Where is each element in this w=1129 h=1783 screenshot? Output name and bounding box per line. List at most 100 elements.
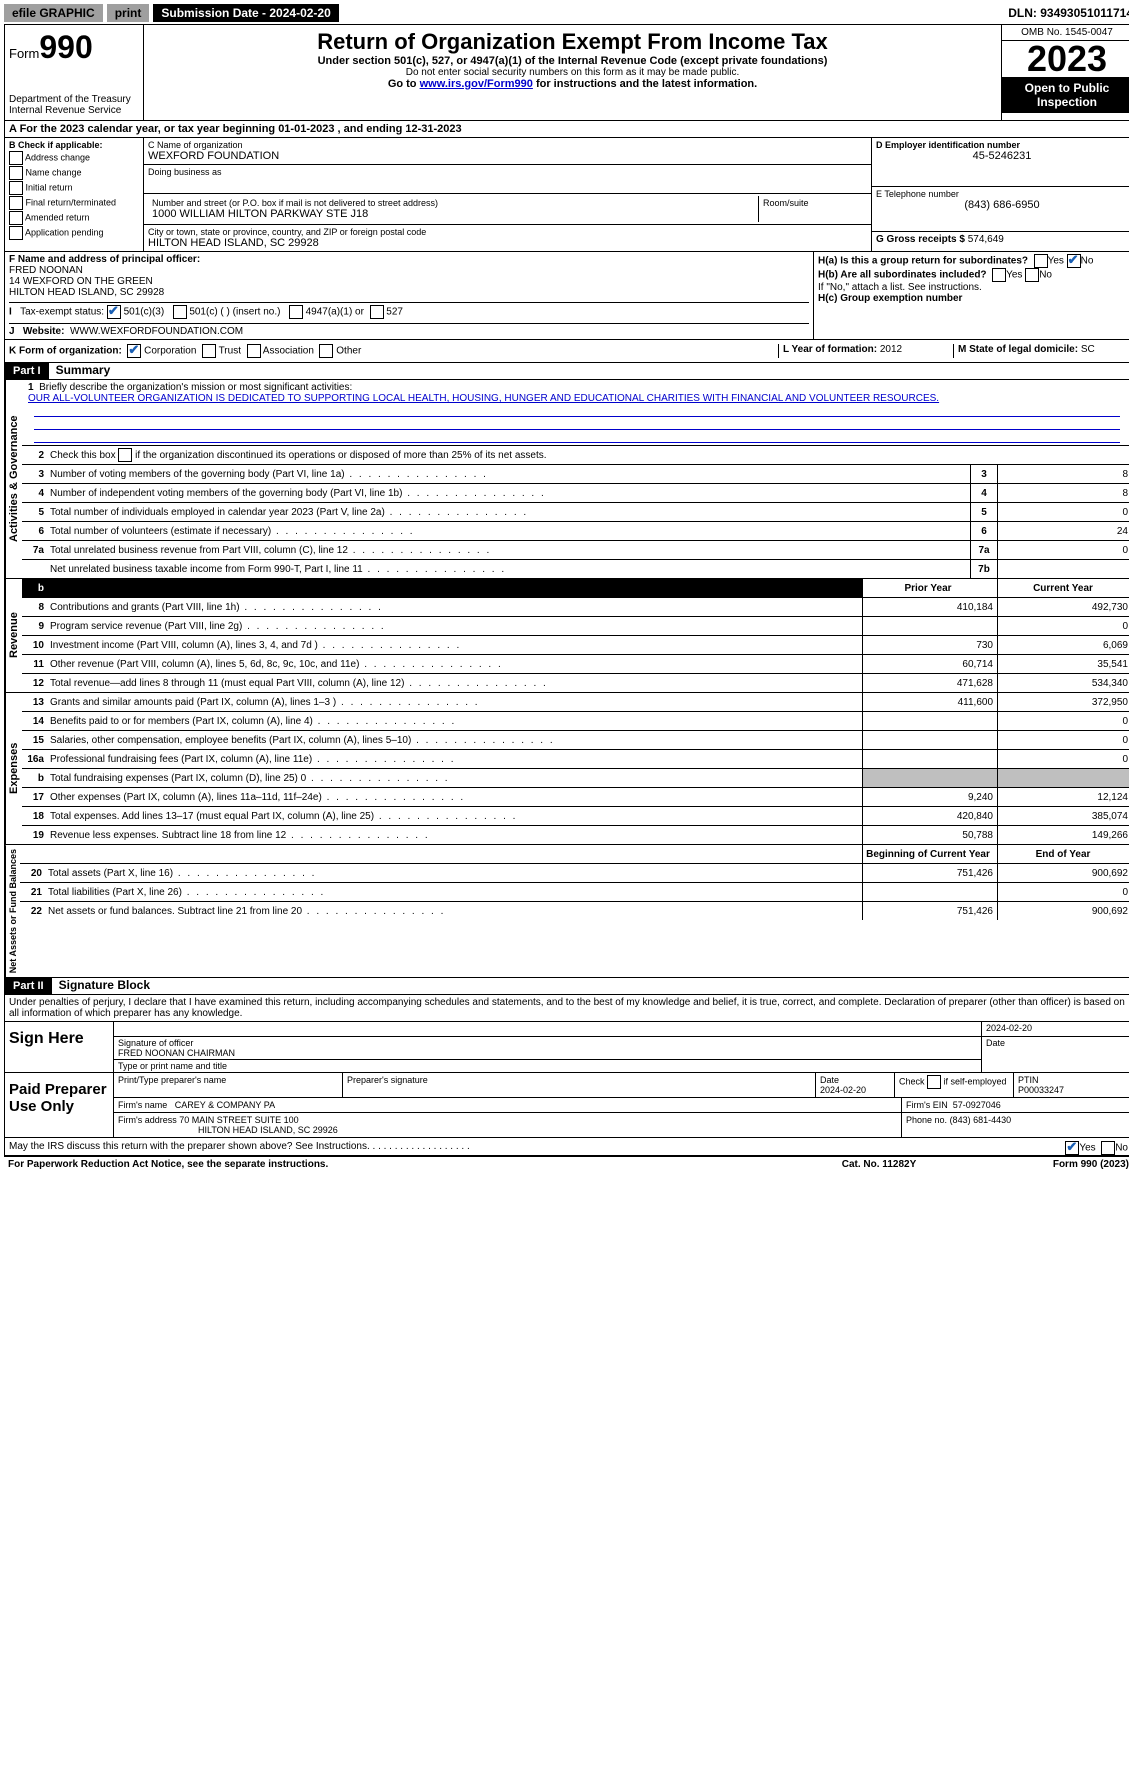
cb-ha-no[interactable] xyxy=(1067,254,1081,268)
line-prior: 410,184 xyxy=(862,598,997,616)
hc-label: H(c) Group exemption number xyxy=(818,293,962,304)
cb-application-pending[interactable]: Application pending xyxy=(9,226,139,240)
firm-addr2: HILTON HEAD ISLAND, SC 29926 xyxy=(198,1125,338,1135)
line-box: 4 xyxy=(970,484,997,502)
cb-501c3[interactable] xyxy=(107,305,121,319)
ha-label: H(a) Is this a group return for subordin… xyxy=(818,256,1028,267)
summary-line: 15Salaries, other compensation, employee… xyxy=(22,731,1129,750)
cb-assoc[interactable] xyxy=(247,344,261,358)
cb-final-return[interactable]: Final return/terminated xyxy=(9,196,139,210)
line-prior: 60,714 xyxy=(862,655,997,673)
summary-line: 10Investment income (Part VIII, column (… xyxy=(22,636,1129,655)
line-current: 0 xyxy=(997,883,1129,901)
line-prior xyxy=(862,731,997,749)
cb-name-change[interactable]: Name change xyxy=(9,166,139,180)
line-current: 900,692 xyxy=(997,864,1129,882)
q1-label: Briefly describe the organization's miss… xyxy=(39,382,352,393)
summary-line: 22Net assets or fund balances. Subtract … xyxy=(20,902,1129,920)
line-prior: 751,426 xyxy=(862,864,997,882)
opt-501c: 501(c) ( ) (insert no.) xyxy=(189,307,280,318)
submission-date-label: Submission Date - 2024-02-20 xyxy=(153,4,338,22)
cb-discuss-yes[interactable] xyxy=(1065,1141,1079,1155)
line-value: 0 xyxy=(997,541,1129,559)
print-button[interactable]: print xyxy=(107,4,150,22)
part2-title: Signature Block xyxy=(55,976,154,994)
summary-line: 13Grants and similar amounts paid (Part … xyxy=(22,693,1129,712)
line-text: Total fundraising expenses (Part IX, col… xyxy=(48,772,862,785)
line-current: 385,074 xyxy=(997,807,1129,825)
footer: For Paperwork Reduction Act Notice, see … xyxy=(4,1157,1129,1172)
cb-hb-no[interactable] xyxy=(1025,268,1039,282)
summary-line: 16aProfessional fundraising fees (Part I… xyxy=(22,750,1129,769)
line-prior: 730 xyxy=(862,636,997,654)
vlabel-revenue: Revenue xyxy=(5,579,22,692)
summary-line: 17Other expenses (Part IX, column (A), l… xyxy=(22,788,1129,807)
line-current: 6,069 xyxy=(997,636,1129,654)
line-current: 0 xyxy=(997,750,1129,768)
l-value: 2012 xyxy=(880,344,902,355)
sign-here-row: Sign Here Signature of officerFRED NOONA… xyxy=(5,1022,1129,1073)
cb-q2[interactable] xyxy=(118,448,132,462)
cb-self-employed[interactable] xyxy=(927,1075,941,1089)
firm-name-label: Firm's name xyxy=(118,1100,167,1110)
line-text: Total number of volunteers (estimate if … xyxy=(48,525,970,538)
cb-corp[interactable] xyxy=(127,344,141,358)
officer-addr2: HILTON HEAD ISLAND, SC 29928 xyxy=(9,287,164,298)
summary-line: 14Benefits paid to or for members (Part … xyxy=(22,712,1129,731)
street-label: Number and street (or P.O. box if mail i… xyxy=(152,198,754,208)
part2-badge: Part II xyxy=(5,978,52,994)
firm-ein-label: Firm's EIN xyxy=(906,1100,948,1110)
firm-ein: 57-0927046 xyxy=(953,1100,1001,1110)
line-current: 900,692 xyxy=(997,902,1129,920)
inspection-label: Open to Public Inspection xyxy=(1002,77,1129,113)
cb-ha-yes[interactable] xyxy=(1034,254,1048,268)
summary-line: 19Revenue less expenses. Subtract line 1… xyxy=(22,826,1129,844)
gross-receipts-value: 574,649 xyxy=(968,234,1004,245)
cb-initial-return[interactable]: Initial return xyxy=(9,181,139,195)
website-label: Website: xyxy=(23,326,65,337)
cb-527[interactable] xyxy=(370,305,384,319)
cb-trust[interactable] xyxy=(202,344,216,358)
line-prior xyxy=(862,617,997,635)
line-text: Total expenses. Add lines 13–17 (must eq… xyxy=(48,810,862,823)
line-box: 3 xyxy=(970,465,997,483)
c-name-label: C Name of organization xyxy=(148,140,867,150)
part1-activities: Activities & Governance 1 Briefly descri… xyxy=(5,380,1129,579)
part1-expenses: Expenses 13Grants and similar amounts pa… xyxy=(5,693,1129,845)
ein-label: D Employer identification number xyxy=(876,140,1020,150)
line-box: 6 xyxy=(970,522,997,540)
efile-button[interactable]: efile GRAPHIC xyxy=(4,4,103,22)
cb-501c[interactable] xyxy=(173,305,187,319)
section-fh: F Name and address of principal officer:… xyxy=(5,252,1129,340)
ein-value: 45-5246231 xyxy=(876,150,1128,162)
line-text: Contributions and grants (Part VIII, lin… xyxy=(48,601,862,614)
line-current: 149,266 xyxy=(997,826,1129,844)
sig-date-value: 2024-02-20 xyxy=(982,1022,1129,1037)
cb-address-change[interactable]: Address change xyxy=(9,151,139,165)
summary-line: bTotal fundraising expenses (Part IX, co… xyxy=(22,769,1129,788)
paid-preparer-row: Paid Preparer Use Only Print/Type prepar… xyxy=(5,1073,1129,1138)
cb-amended-return[interactable]: Amended return xyxy=(9,211,139,225)
vlabel-net: Net Assets or Fund Balances xyxy=(5,845,20,977)
cb-discuss-no[interactable] xyxy=(1101,1141,1115,1155)
line-text: Grants and similar amounts paid (Part IX… xyxy=(48,696,862,709)
line-text: Investment income (Part VIII, column (A)… xyxy=(48,639,862,652)
cb-4947[interactable] xyxy=(289,305,303,319)
form-subtitle-1: Under section 501(c), 527, or 4947(a)(1)… xyxy=(148,55,997,67)
prep-check-label: Check if self-employed xyxy=(895,1073,1014,1098)
opt-501c3: 501(c)(3) xyxy=(124,307,165,318)
cb-hb-yes[interactable] xyxy=(992,268,1006,282)
line-text: Total number of individuals employed in … xyxy=(48,506,970,519)
irs-link[interactable]: www.irs.gov/Form990 xyxy=(420,78,533,90)
cb-other[interactable] xyxy=(319,344,333,358)
hb-label: H(b) Are all subordinates included? xyxy=(818,270,987,281)
q2-text: Check this box if the organization disco… xyxy=(50,450,547,461)
prep-date-label: Date xyxy=(820,1075,839,1085)
form-label: Form xyxy=(9,46,39,61)
col-current-year: Current Year xyxy=(997,579,1129,597)
line-value: 8 xyxy=(997,465,1129,483)
line-current: 35,541 xyxy=(997,655,1129,673)
officer-addr1: 14 WEXFORD ON THE GREEN xyxy=(9,276,153,287)
line-prior xyxy=(862,769,997,787)
line-current: 492,730 xyxy=(997,598,1129,616)
